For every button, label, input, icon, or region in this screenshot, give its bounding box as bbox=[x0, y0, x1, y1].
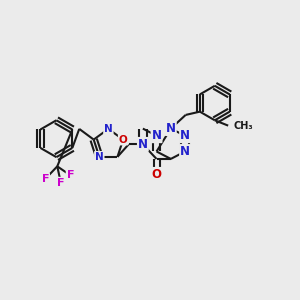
Text: N: N bbox=[166, 122, 176, 135]
Text: O: O bbox=[152, 168, 161, 181]
Text: F: F bbox=[42, 174, 49, 184]
Text: N: N bbox=[152, 129, 161, 142]
Text: N: N bbox=[104, 124, 113, 134]
Text: N: N bbox=[180, 129, 190, 142]
Text: F: F bbox=[57, 178, 64, 188]
Text: N: N bbox=[95, 152, 104, 162]
Text: F: F bbox=[67, 170, 74, 180]
Text: CH₃: CH₃ bbox=[233, 121, 253, 130]
Text: N: N bbox=[138, 138, 148, 151]
Text: O: O bbox=[119, 135, 128, 145]
Text: N: N bbox=[180, 145, 190, 158]
